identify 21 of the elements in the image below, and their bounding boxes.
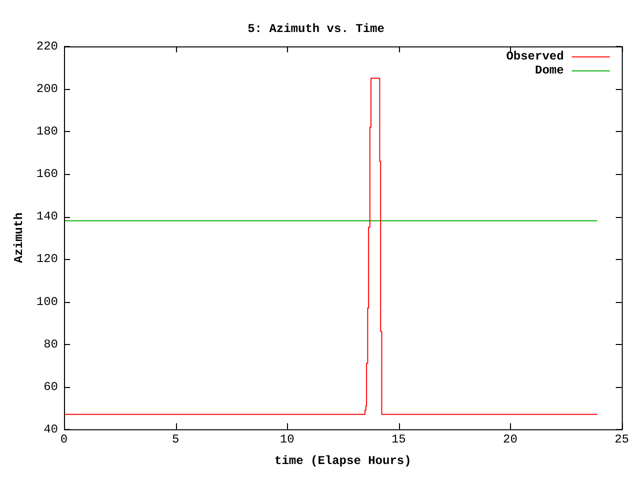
y-tick-label: 180 bbox=[36, 124, 58, 139]
y-tick-label: 200 bbox=[36, 82, 58, 96]
y-tick-label: 100 bbox=[36, 294, 58, 309]
chart-title: 5: Azimuth vs. Time bbox=[248, 22, 384, 36]
y-axis-title: Azimuth bbox=[12, 212, 26, 264]
y-tick-label: 120 bbox=[36, 252, 58, 266]
y-tick-label: 40 bbox=[44, 422, 58, 436]
y-tick-label: 160 bbox=[36, 167, 58, 182]
x-tick-label: 0 bbox=[60, 432, 68, 447]
y-tick-label: 140 bbox=[36, 210, 58, 224]
x-axis-title: time (Elapse Hours) bbox=[274, 454, 412, 468]
legend-label: Observed bbox=[506, 49, 564, 64]
x-tick-label: 25 bbox=[614, 432, 629, 447]
x-tick-label: 10 bbox=[280, 432, 294, 447]
x-tick-label: 5 bbox=[172, 432, 180, 447]
x-tick-label: 15 bbox=[391, 432, 406, 447]
legend-label: Dome bbox=[534, 63, 564, 78]
x-tick-label: 20 bbox=[503, 432, 518, 447]
y-tick-label: 60 bbox=[44, 380, 58, 394]
y-tick-label: 80 bbox=[44, 337, 58, 352]
y-tick-label: 220 bbox=[36, 40, 58, 54]
